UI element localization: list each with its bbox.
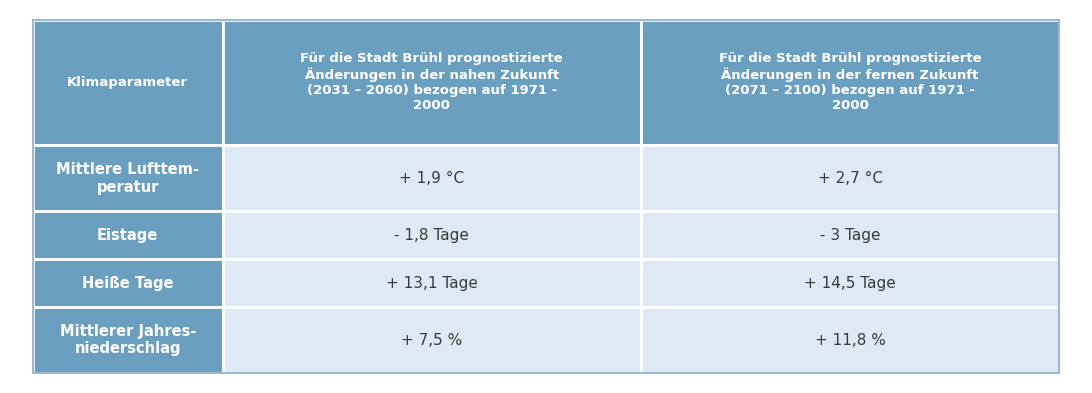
Bar xyxy=(641,307,1059,373)
Text: + 7,5 %: + 7,5 % xyxy=(401,333,462,348)
Bar xyxy=(223,145,641,211)
Text: Klimaparameter: Klimaparameter xyxy=(68,76,188,89)
Bar xyxy=(223,259,641,307)
Bar xyxy=(33,307,223,373)
Bar xyxy=(641,211,1059,259)
Bar xyxy=(223,211,641,259)
Text: - 1,8 Tage: - 1,8 Tage xyxy=(394,228,470,243)
Text: + 14,5 Tage: + 14,5 Tage xyxy=(804,276,895,291)
Text: + 2,7 °C: + 2,7 °C xyxy=(818,171,882,186)
Bar xyxy=(33,211,223,259)
Text: - 3 Tage: - 3 Tage xyxy=(820,228,880,243)
Text: Für die Stadt Brühl prognostizierte
Änderungen in der fernen Zukunft
(2071 – 210: Für die Stadt Brühl prognostizierte Ände… xyxy=(719,53,982,112)
Bar xyxy=(33,20,223,145)
Text: Eistage: Eistage xyxy=(97,228,158,243)
Text: Für die Stadt Brühl prognostizierte
Änderungen in der nahen Zukunft
(2031 – 2060: Für die Stadt Brühl prognostizierte Ände… xyxy=(300,53,563,112)
Bar xyxy=(223,307,641,373)
Bar xyxy=(33,259,223,307)
Text: + 1,9 °C: + 1,9 °C xyxy=(400,171,464,186)
Text: Mittlere Lufttem-
peratur: Mittlere Lufttem- peratur xyxy=(57,162,199,195)
Bar xyxy=(641,259,1059,307)
Bar xyxy=(641,20,1059,145)
Text: Heiße Tage: Heiße Tage xyxy=(82,276,174,291)
Text: Mittlerer Jahres-
niederschlag: Mittlerer Jahres- niederschlag xyxy=(60,324,195,356)
Bar xyxy=(223,20,641,145)
Text: + 11,8 %: + 11,8 % xyxy=(815,333,886,348)
Bar xyxy=(641,145,1059,211)
Bar xyxy=(33,20,1059,373)
Bar xyxy=(33,145,223,211)
Text: + 13,1 Tage: + 13,1 Tage xyxy=(385,276,477,291)
